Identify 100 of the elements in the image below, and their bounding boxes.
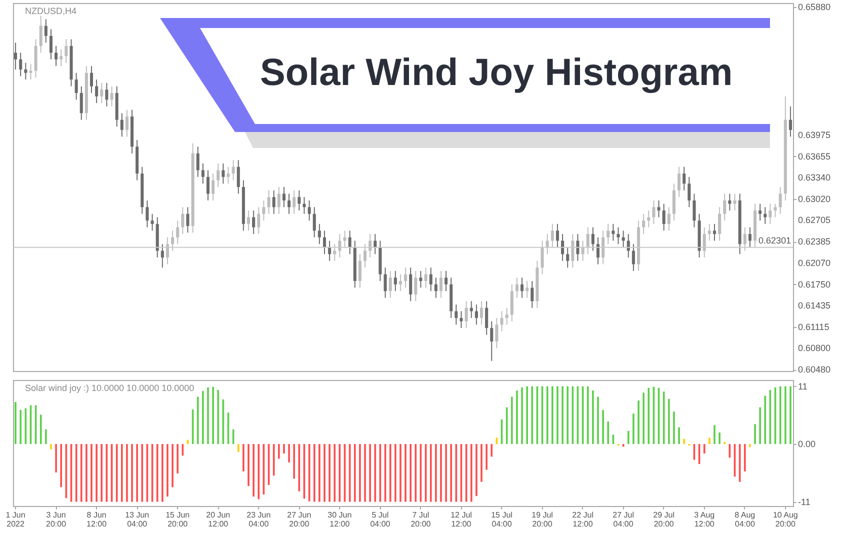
y-tick-label: 0.61750 (798, 279, 831, 290)
ref-line-label: 0.62301 (758, 235, 791, 246)
candlestick (318, 223, 321, 245)
candlestick (90, 66, 94, 94)
candlestick (44, 18, 48, 44)
candlestick (212, 173, 215, 201)
candlestick (282, 186, 286, 208)
x-tick-label: 30 Jun 12:00 (328, 510, 352, 528)
candlestick (460, 310, 463, 329)
candlestick (434, 277, 438, 298)
x-tick-label: 1 Jun 2022 (6, 510, 26, 528)
candlestick (247, 210, 250, 232)
x-tick-label: 20 Jun 12:00 (206, 510, 230, 528)
candlestick (510, 284, 514, 322)
x-tick-label: 29 Jul 20:00 (653, 510, 675, 528)
candlestick (277, 186, 280, 214)
candlestick (257, 206, 260, 235)
candlestick (485, 300, 488, 336)
candlestick (530, 280, 534, 308)
y-tick-label: 0.63655 (798, 151, 831, 162)
candlestick (429, 267, 432, 292)
candlestick (120, 112, 124, 138)
candlestick (388, 270, 392, 298)
candlestick (24, 62, 28, 80)
y-tick-label: 0.00 (798, 439, 816, 450)
candlestick (348, 230, 352, 255)
y-tick-label: 11 (798, 381, 808, 392)
candlestick (216, 162, 220, 188)
candlestick (612, 223, 615, 242)
x-tick-label: 3 Aug 12:00 (694, 510, 715, 528)
candlestick (708, 223, 711, 242)
candlestick (672, 183, 676, 222)
candlestick (105, 82, 108, 107)
candlestick (464, 300, 468, 329)
candlestick (561, 234, 564, 262)
candlestick (657, 200, 660, 218)
candlestick (642, 213, 646, 235)
candlestick (125, 109, 128, 138)
candlestick (80, 86, 83, 120)
candlestick (226, 166, 230, 184)
candlestick (576, 234, 580, 262)
candlestick (181, 206, 184, 235)
candlestick (652, 200, 656, 224)
x-tick-label: 13 Jun 04:00 (125, 510, 150, 528)
candlestick (667, 206, 670, 232)
candlestick (312, 206, 316, 238)
y-tick-label: 0.63020 (798, 194, 831, 204)
x-tick-label: 22 Jul 12:00 (572, 510, 594, 528)
y-tick-label: 0.62385 (798, 236, 831, 247)
candlestick (692, 193, 696, 228)
candlestick (201, 162, 204, 184)
candlestick (490, 320, 494, 362)
candlestick (778, 186, 782, 214)
candlestick (688, 176, 691, 208)
candlestick (474, 304, 478, 326)
candlestick (662, 203, 666, 232)
candlestick (404, 267, 408, 288)
candlestick (500, 310, 504, 332)
candlestick (626, 234, 630, 258)
candlestick (60, 48, 63, 67)
y-tick-label: 0.63340 (798, 172, 831, 183)
candlestick (419, 270, 422, 288)
candlestick (682, 166, 686, 191)
candlestick (29, 64, 32, 80)
candlestick (252, 210, 256, 235)
candlestick (616, 226, 620, 245)
candlestick (14, 42, 18, 70)
candlestick (394, 270, 397, 292)
x-tick-label: 7 Jul 20:00 (410, 510, 432, 528)
y-tick-label: 0.61435 (798, 300, 831, 311)
candlestick (222, 162, 225, 184)
candlestick (206, 170, 210, 201)
y-tick-label: 0.60480 (798, 364, 831, 375)
candlestick (424, 267, 428, 288)
candlestick (647, 210, 650, 228)
candlestick (678, 166, 681, 198)
x-tick-label: 15 Jul 04:00 (491, 510, 513, 528)
x-tick-label: 10 Aug 20:00 (772, 510, 798, 528)
candlestick (495, 317, 498, 349)
candlestick (768, 203, 772, 224)
candlestick (146, 200, 149, 228)
candlestick (439, 270, 443, 298)
candlestick (39, 15, 42, 54)
candlestick (414, 270, 418, 302)
candlestick (409, 267, 412, 302)
candlestick (196, 146, 200, 178)
candlestick (110, 86, 114, 107)
y-tick-label: 0.62070 (798, 258, 831, 268)
candlestick (74, 72, 78, 100)
candlestick (262, 200, 266, 222)
candlestick (64, 38, 68, 64)
candlestick (748, 226, 752, 248)
candlestick (591, 226, 594, 252)
candlestick (186, 206, 190, 234)
candlestick (374, 234, 377, 255)
candlestick (606, 223, 610, 245)
y-tick-label: 0.61115 (798, 322, 830, 332)
candlestick (322, 230, 326, 255)
candlestick (302, 196, 306, 214)
candlestick (150, 213, 154, 232)
